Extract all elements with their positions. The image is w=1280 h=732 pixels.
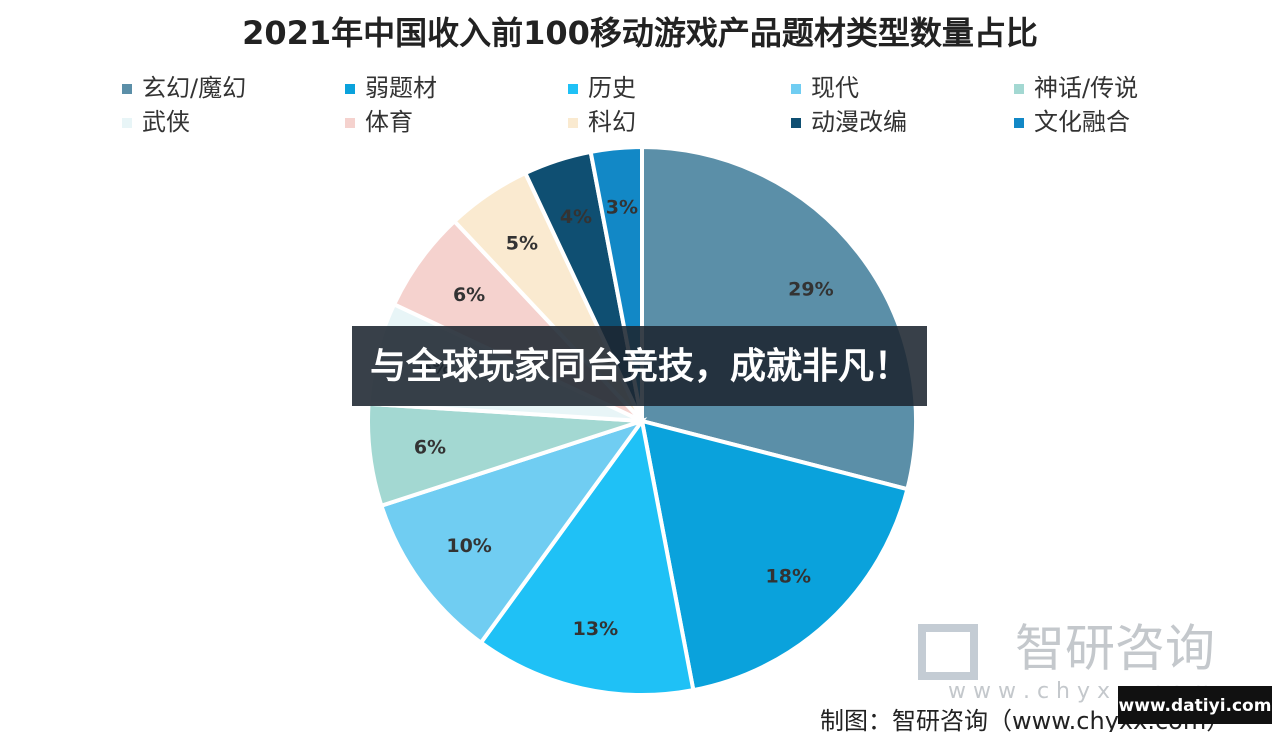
pie: 29%18%13%10%6%6%6%5%4%3% bbox=[366, 144, 918, 697]
badge: www.datiyi.com bbox=[1119, 696, 1272, 716]
legend-swatch bbox=[345, 118, 355, 128]
badge-bg bbox=[1118, 686, 1272, 724]
legend-label: 动漫改编 bbox=[811, 108, 907, 136]
legend-label: 弱题材 bbox=[365, 74, 437, 102]
legend-label: 武侠 bbox=[142, 108, 190, 136]
legend-swatch bbox=[791, 118, 801, 128]
legend-swatch bbox=[568, 118, 578, 128]
legend-swatch bbox=[568, 84, 578, 94]
pie-slice bbox=[478, 416, 696, 697]
data-label: 18% bbox=[766, 565, 811, 587]
legend-label: 体育 bbox=[365, 108, 413, 136]
legend-swatch bbox=[122, 118, 132, 128]
legend-label: 历史 bbox=[588, 74, 636, 102]
data-label: 10% bbox=[446, 535, 491, 557]
legend-label: 神话/传说 bbox=[1034, 74, 1138, 102]
data-label: 29% bbox=[788, 279, 833, 301]
legend-swatch bbox=[345, 84, 355, 94]
pie-slice bbox=[639, 418, 910, 693]
legend-label: 文化融合 bbox=[1034, 108, 1130, 136]
legend-label: 科幻 bbox=[588, 108, 636, 136]
data-label: 6% bbox=[414, 436, 446, 458]
legend-label: 现代 bbox=[811, 74, 859, 102]
watermark-logo bbox=[918, 624, 978, 680]
legend-swatch bbox=[122, 84, 132, 94]
legend-swatch bbox=[1014, 118, 1024, 128]
data-label: 3% bbox=[606, 197, 638, 219]
data-label: 6% bbox=[453, 284, 485, 306]
banner-bg bbox=[352, 326, 927, 406]
legend-label: 玄幻/魔幻 bbox=[142, 74, 246, 102]
legend-swatch bbox=[791, 84, 801, 94]
legend-swatch bbox=[1014, 84, 1024, 94]
pie-slice bbox=[378, 417, 648, 646]
data-label: 13% bbox=[573, 618, 618, 640]
banner: 与全球玩家同台竞技，成就非凡！ bbox=[370, 345, 910, 387]
chart-title: 2021年中国收入前100移动游戏产品题材类型数量占比 bbox=[242, 14, 1038, 52]
watermark-brand: 智研咨询 bbox=[1015, 620, 1215, 678]
data-label: 4% bbox=[560, 206, 592, 228]
data-label: 5% bbox=[506, 233, 538, 255]
